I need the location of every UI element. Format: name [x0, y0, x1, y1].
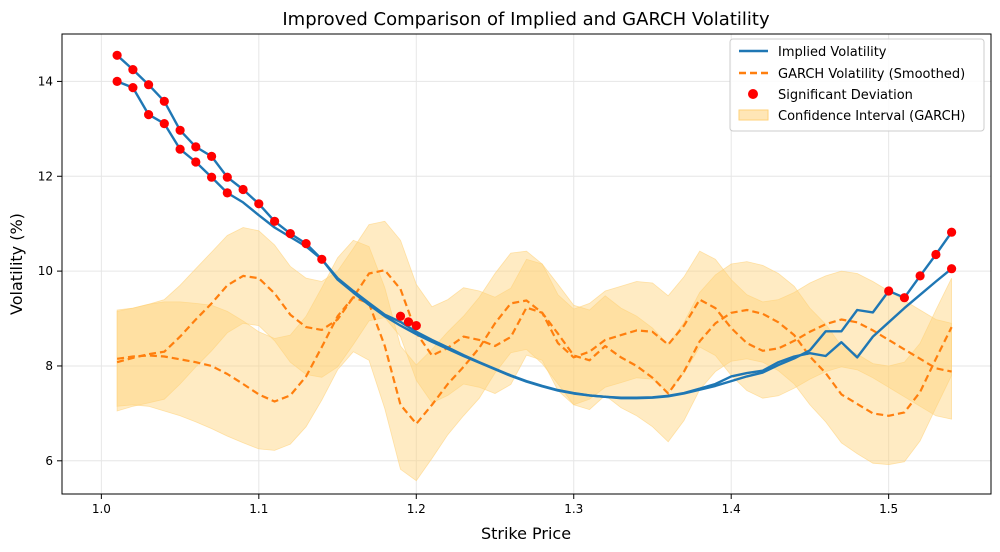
- x-tick-label-4: 1.4: [722, 502, 741, 516]
- deviation-point-19: [285, 229, 295, 239]
- deviation-markers: [112, 50, 957, 331]
- legend-deviation-swatch: [748, 89, 758, 99]
- deviation-point-5: [144, 110, 154, 120]
- deviation-point-14: [222, 172, 232, 182]
- garch-line-1: [116, 296, 953, 425]
- deviation-point-9: [175, 144, 185, 154]
- deviation-point-21: [317, 254, 327, 264]
- deviation-point-11: [191, 157, 201, 167]
- deviation-point-10: [191, 142, 201, 152]
- x-tick-label-0: 1.0: [92, 502, 111, 516]
- implied-line-1: [116, 80, 953, 400]
- deviation-point-20: [301, 239, 311, 249]
- deviation-point-0: [112, 50, 122, 60]
- garch-lines: [116, 269, 953, 425]
- deviation-point-7: [159, 119, 169, 129]
- y-axis-label: Volatility (%): [7, 213, 26, 315]
- deviation-point-4: [144, 80, 154, 90]
- deviation-point-23: [403, 317, 413, 327]
- deviation-point-8: [175, 125, 185, 135]
- x-axis-label: Strike Price: [481, 524, 571, 543]
- x-tick-label-5: 1.5: [879, 502, 898, 516]
- legend-ci-swatch: [738, 109, 769, 121]
- legend-garch-label: GARCH Volatility (Smoothed): [778, 67, 965, 82]
- deviation-point-22: [395, 311, 406, 321]
- y-axis-ticks: 6 8 10 12 14: [38, 74, 62, 468]
- deviation-point-29: [947, 227, 957, 237]
- y-tick-label-3: 12: [38, 169, 53, 183]
- x-tick-label-2: 1.2: [407, 502, 426, 516]
- ci-band-1: [116, 239, 952, 482]
- y-tick-label-0: 6: [45, 454, 53, 468]
- deviation-point-18: [270, 216, 280, 226]
- y-tick-label-1: 8: [45, 359, 53, 373]
- deviation-point-25: [884, 286, 894, 296]
- legend-implied-label: Implied Volatility: [778, 45, 887, 60]
- deviation-point-6: [159, 96, 169, 106]
- deviation-point-2: [128, 65, 138, 75]
- deviation-point-26: [899, 293, 910, 303]
- y-tick-label-2: 10: [38, 264, 53, 278]
- deviation-point-16: [238, 184, 248, 195]
- y-tick-label-4: 14: [38, 74, 53, 88]
- deviation-point-17: [254, 199, 264, 209]
- legend-box: [729, 38, 985, 132]
- x-tick-label-3: 1.3: [564, 502, 583, 516]
- ci-band-0: [116, 220, 952, 420]
- deviation-point-28: [931, 249, 941, 260]
- deviation-point-15: [222, 188, 232, 198]
- deviation-point-30: [947, 264, 957, 274]
- deviation-point-27: [915, 271, 925, 281]
- legend: Implied Volatility GARCH Volatility (Smo…: [729, 38, 985, 132]
- garch-line-0: [116, 269, 952, 373]
- deviation-point-13: [207, 172, 217, 182]
- plot-frame: [61, 33, 992, 495]
- deviation-point-24: [411, 321, 421, 331]
- legend-deviation-label: Significant Deviation: [778, 88, 913, 103]
- x-axis-ticks: 1.0 1.1 1.2 1.3 1.4 1.5: [92, 494, 898, 516]
- chart-title: Improved Comparison of Implied and GARCH…: [282, 9, 770, 30]
- deviation-point-12: [207, 151, 217, 161]
- deviation-point-3: [128, 83, 138, 93]
- confidence-interval-bands: [116, 220, 952, 482]
- legend-ci-label: Confidence Interval (GARCH): [778, 109, 966, 124]
- deviation-point-1: [112, 76, 122, 86]
- x-tick-label-1: 1.1: [249, 502, 268, 516]
